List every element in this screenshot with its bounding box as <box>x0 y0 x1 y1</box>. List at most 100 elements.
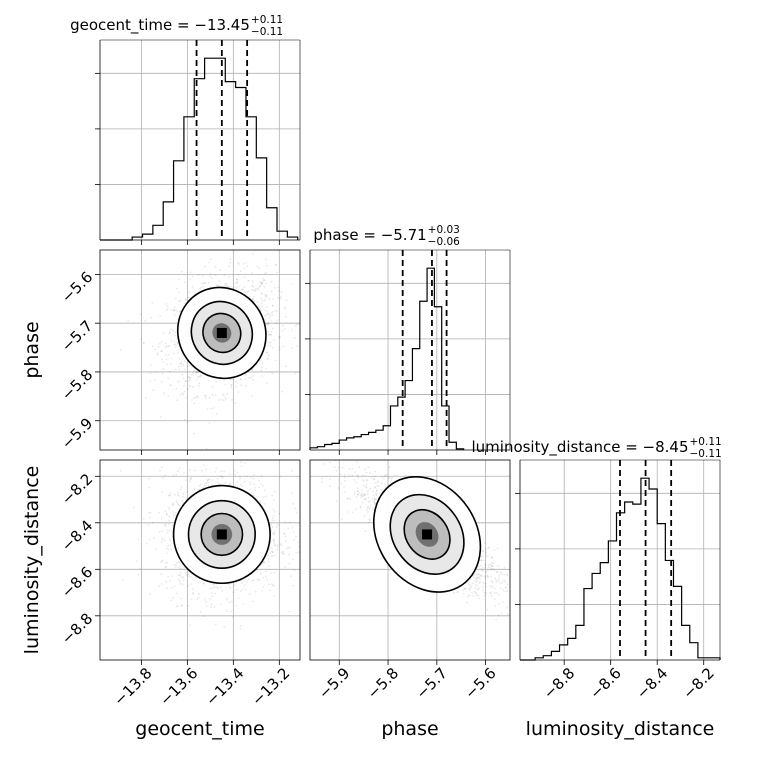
sample-point <box>390 479 393 481</box>
sample-point <box>294 507 297 510</box>
sample-point <box>288 521 291 524</box>
sample-point <box>493 568 496 571</box>
sample-point <box>360 493 363 495</box>
sample-point <box>235 385 237 388</box>
sample-point <box>156 352 159 355</box>
sample-point <box>251 375 254 377</box>
sample-point <box>359 506 362 509</box>
density-panel-geocent_time-luminosity_distance <box>95 457 301 665</box>
sample-point <box>217 483 220 485</box>
sample-point <box>229 258 231 261</box>
histogram-luminosity_distance <box>520 477 721 661</box>
sample-point <box>321 477 323 480</box>
sample-point <box>340 456 342 458</box>
sample-point <box>178 358 181 360</box>
sample-point <box>268 589 271 592</box>
sample-point <box>195 378 198 381</box>
sample-point <box>177 491 179 494</box>
sample-point <box>275 310 278 312</box>
sample-point <box>188 364 191 367</box>
sample-point <box>202 615 205 618</box>
sample-point <box>368 506 371 509</box>
sample-point <box>235 604 238 607</box>
sample-point <box>183 302 186 305</box>
sample-point <box>268 565 271 567</box>
sample-point <box>192 372 194 375</box>
x-tick-label-phase: −5.6 <box>461 664 499 702</box>
sample-point <box>288 547 291 550</box>
sample-point <box>271 304 274 307</box>
sample-point <box>506 574 509 577</box>
sample-point <box>493 592 496 594</box>
sample-point <box>182 579 185 581</box>
sample-point <box>373 502 376 504</box>
sample-point <box>365 483 368 486</box>
sample-point <box>234 475 236 478</box>
sample-point <box>252 295 255 298</box>
sample-point <box>232 378 235 381</box>
sample-point <box>209 598 212 600</box>
sample-point <box>173 343 175 346</box>
sample-point <box>188 376 191 379</box>
sample-point <box>292 584 295 587</box>
sample-point <box>484 566 486 569</box>
sample-point <box>243 276 246 278</box>
sample-point <box>369 487 372 490</box>
sample-point <box>178 467 181 470</box>
sample-point <box>503 573 506 576</box>
sample-point <box>485 555 487 557</box>
sample-point <box>197 274 200 276</box>
sample-point <box>250 476 253 479</box>
sample-point <box>255 287 257 290</box>
sample-point <box>500 572 503 575</box>
sample-point <box>198 593 201 596</box>
sample-point <box>506 589 509 592</box>
sample-point <box>482 549 485 552</box>
sample-point <box>366 479 368 481</box>
sample-point <box>369 504 372 507</box>
sample-point <box>488 546 490 549</box>
sample-point <box>485 592 488 595</box>
sample-point <box>169 580 171 582</box>
sample-point <box>334 466 337 469</box>
sample-point <box>178 362 181 365</box>
sample-point <box>520 575 522 577</box>
sample-point <box>209 243 211 245</box>
sample-point <box>193 488 196 491</box>
sample-point <box>144 396 147 399</box>
sample-point <box>467 582 470 585</box>
x-axis-label-geocent_time: geocent_time <box>135 718 264 740</box>
sample-point <box>184 380 187 383</box>
sample-point <box>293 569 296 572</box>
sample-point <box>216 284 219 287</box>
sample-point <box>388 476 391 479</box>
sample-point <box>474 577 477 580</box>
sample-point <box>478 573 480 576</box>
sample-point <box>209 587 212 590</box>
sample-point <box>476 574 478 576</box>
sample-point <box>224 396 227 399</box>
sample-point <box>178 291 180 294</box>
sample-point <box>214 394 217 397</box>
sample-point <box>513 615 515 617</box>
sample-point <box>478 582 481 584</box>
sample-point <box>469 594 471 597</box>
sample-point <box>524 592 526 594</box>
sample-point <box>312 442 314 444</box>
sample-point <box>271 347 274 349</box>
sample-point <box>178 566 180 568</box>
sample-point <box>264 296 267 299</box>
sample-point <box>489 592 492 595</box>
sample-point <box>294 372 296 374</box>
y-axis-label-luminosity_distance: luminosity_distance <box>21 466 43 655</box>
sample-point <box>182 364 185 367</box>
sample-point <box>206 457 208 459</box>
sample-point <box>269 523 272 526</box>
sample-point <box>185 397 187 399</box>
sample-point <box>229 586 231 589</box>
sample-point <box>214 266 217 268</box>
sample-point <box>295 551 298 554</box>
sample-point <box>269 314 272 317</box>
sample-point <box>251 288 253 291</box>
sample-point <box>265 575 267 578</box>
